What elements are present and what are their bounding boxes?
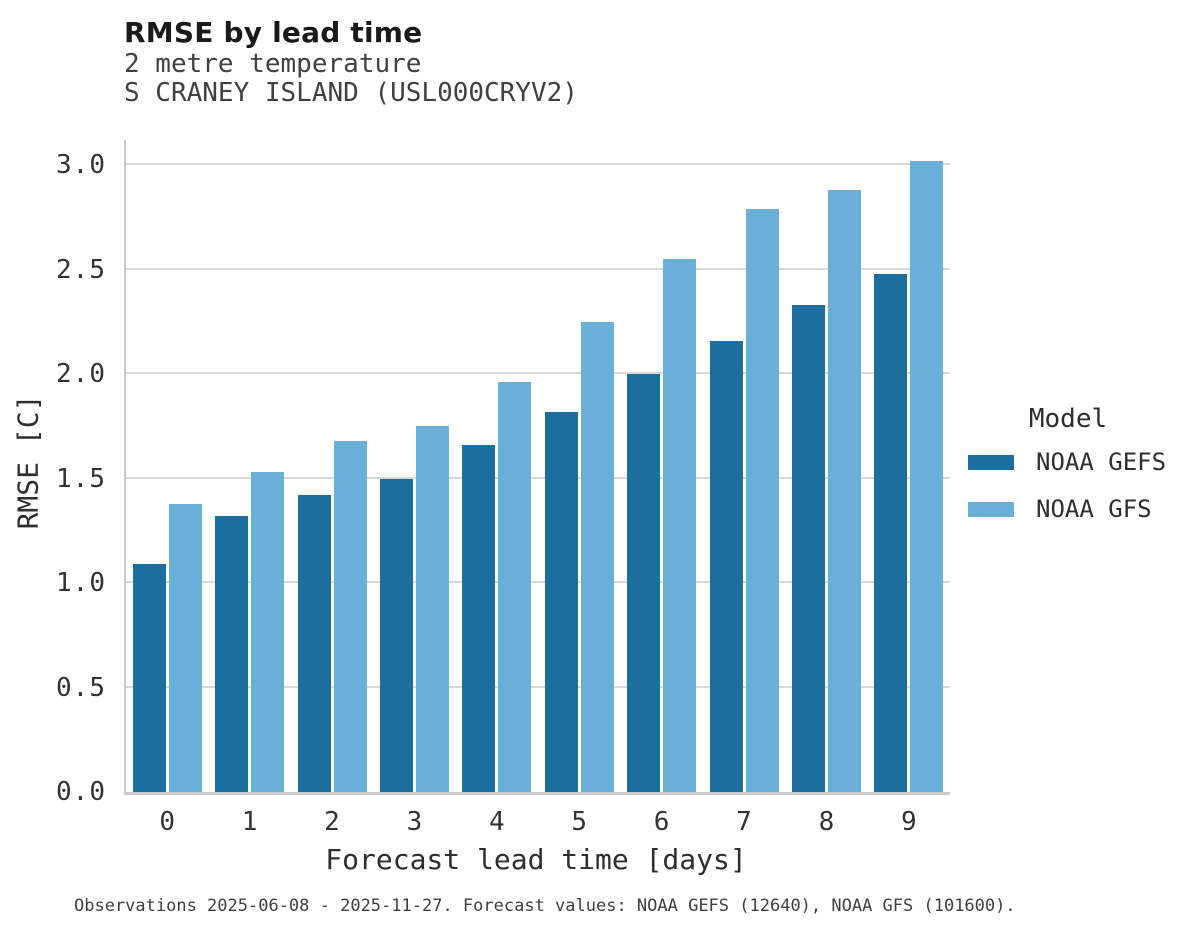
y-tick-label-0.0: 0.0 <box>56 777 106 807</box>
bar-noaa-gefs-lead-8 <box>791 305 825 792</box>
x-tick-label-9: 9 <box>900 807 917 837</box>
x-axis-label: Forecast lead time [days] <box>325 843 747 876</box>
x-tick-label-3: 3 <box>406 807 423 837</box>
gridline-0.5 <box>126 685 950 688</box>
x-tick-label-4: 4 <box>488 807 505 837</box>
bar-noaa-gfs-lead-8 <box>827 190 861 792</box>
bar-noaa-gfs-lead-7 <box>745 208 779 792</box>
legend-swatch-noaa-gefs <box>968 454 1014 470</box>
x-tick-label-1: 1 <box>241 807 258 837</box>
bar-group-lead-8 <box>785 140 867 792</box>
y-tick-label-2.5: 2.5 <box>56 254 106 285</box>
bar-noaa-gfs-lead-4 <box>498 382 532 792</box>
bar-noaa-gfs-lead-2 <box>333 440 367 792</box>
bar-group-lead-2 <box>291 140 373 792</box>
gridline-3.0 <box>126 163 950 166</box>
x-tick-label-8: 8 <box>818 807 835 837</box>
bar-noaa-gefs-lead-4 <box>462 445 496 792</box>
legend-item-noaa-gefs: NOAA GEFS <box>968 448 1168 476</box>
bar-group-lead-4 <box>456 140 538 792</box>
bar-group-lead-7 <box>703 140 785 792</box>
bar-group-lead-9 <box>868 140 950 792</box>
legend: Model NOAA GEFS NOAA GFS <box>968 404 1168 542</box>
bar-noaa-gefs-lead-5 <box>544 411 578 792</box>
x-tick-label-5: 5 <box>571 807 588 837</box>
bar-group-lead-5 <box>538 140 620 792</box>
legend-swatch-noaa-gfs <box>968 501 1014 517</box>
chart-title: RMSE by lead time <box>124 16 423 49</box>
bar-noaa-gefs-lead-7 <box>709 340 743 792</box>
legend-items: NOAA GEFS NOAA GFS <box>968 448 1168 523</box>
gridline-2.0 <box>126 372 950 375</box>
chart-header: RMSE by lead time 2 metre temperature S … <box>124 16 578 108</box>
legend-item-noaa-gfs: NOAA GFS <box>968 495 1168 523</box>
bars-layer <box>126 140 950 792</box>
bar-group-lead-3 <box>373 140 455 792</box>
chart-subtitle-station: S CRANEY ISLAND (USL000CRYV2) <box>124 78 578 108</box>
y-tick-label-1.5: 1.5 <box>56 463 106 494</box>
bar-noaa-gefs-lead-3 <box>379 478 413 792</box>
caption: Observations 2025-06-08 - 2025-11-27. Fo… <box>74 896 1016 916</box>
bar-group-lead-1 <box>208 140 290 792</box>
y-tick-label-2.0: 2.0 <box>56 359 106 390</box>
bar-noaa-gfs-lead-6 <box>663 259 697 792</box>
bar-noaa-gefs-lead-1 <box>215 516 249 792</box>
gridline-1.5 <box>126 476 950 479</box>
bar-noaa-gfs-lead-1 <box>251 472 285 792</box>
bar-noaa-gefs-lead-2 <box>297 495 331 792</box>
y-tick-label-3.0: 3.0 <box>56 150 106 181</box>
legend-label: NOAA GFS <box>1036 495 1152 523</box>
legend-label: NOAA GEFS <box>1036 448 1167 476</box>
gridline-2.5 <box>126 267 950 270</box>
bar-noaa-gefs-lead-9 <box>874 273 908 792</box>
bar-noaa-gefs-lead-0 <box>132 564 166 792</box>
x-tick-label-2: 2 <box>324 807 340 837</box>
bar-noaa-gfs-lead-5 <box>580 321 614 792</box>
bar-noaa-gfs-lead-0 <box>168 503 202 792</box>
y-axis-ticks: 0.0 0.5 1.0 1.5 2.0 2.5 3.0 <box>0 140 106 807</box>
bar-noaa-gfs-lead-3 <box>415 426 449 792</box>
y-tick-label-1.0: 1.0 <box>56 568 106 599</box>
x-axis-ticks: 0 1 2 3 4 5 6 7 8 9 <box>126 807 950 841</box>
gridline-1.0 <box>126 581 950 584</box>
x-tick-label-7: 7 <box>736 807 752 837</box>
x-tick-label-0: 0 <box>159 807 176 837</box>
bar-noaa-gfs-lead-9 <box>910 160 944 792</box>
x-tick-label-6: 6 <box>653 807 670 837</box>
bar-group-lead-0 <box>126 140 208 792</box>
bar-noaa-gefs-lead-6 <box>627 374 661 792</box>
plot-area <box>124 140 950 795</box>
legend-title: Model <box>1028 404 1108 434</box>
chart-subtitle-variable: 2 metre temperature <box>124 49 422 79</box>
y-tick-label-0.5: 0.5 <box>56 672 106 703</box>
bar-group-lead-6 <box>620 140 702 792</box>
